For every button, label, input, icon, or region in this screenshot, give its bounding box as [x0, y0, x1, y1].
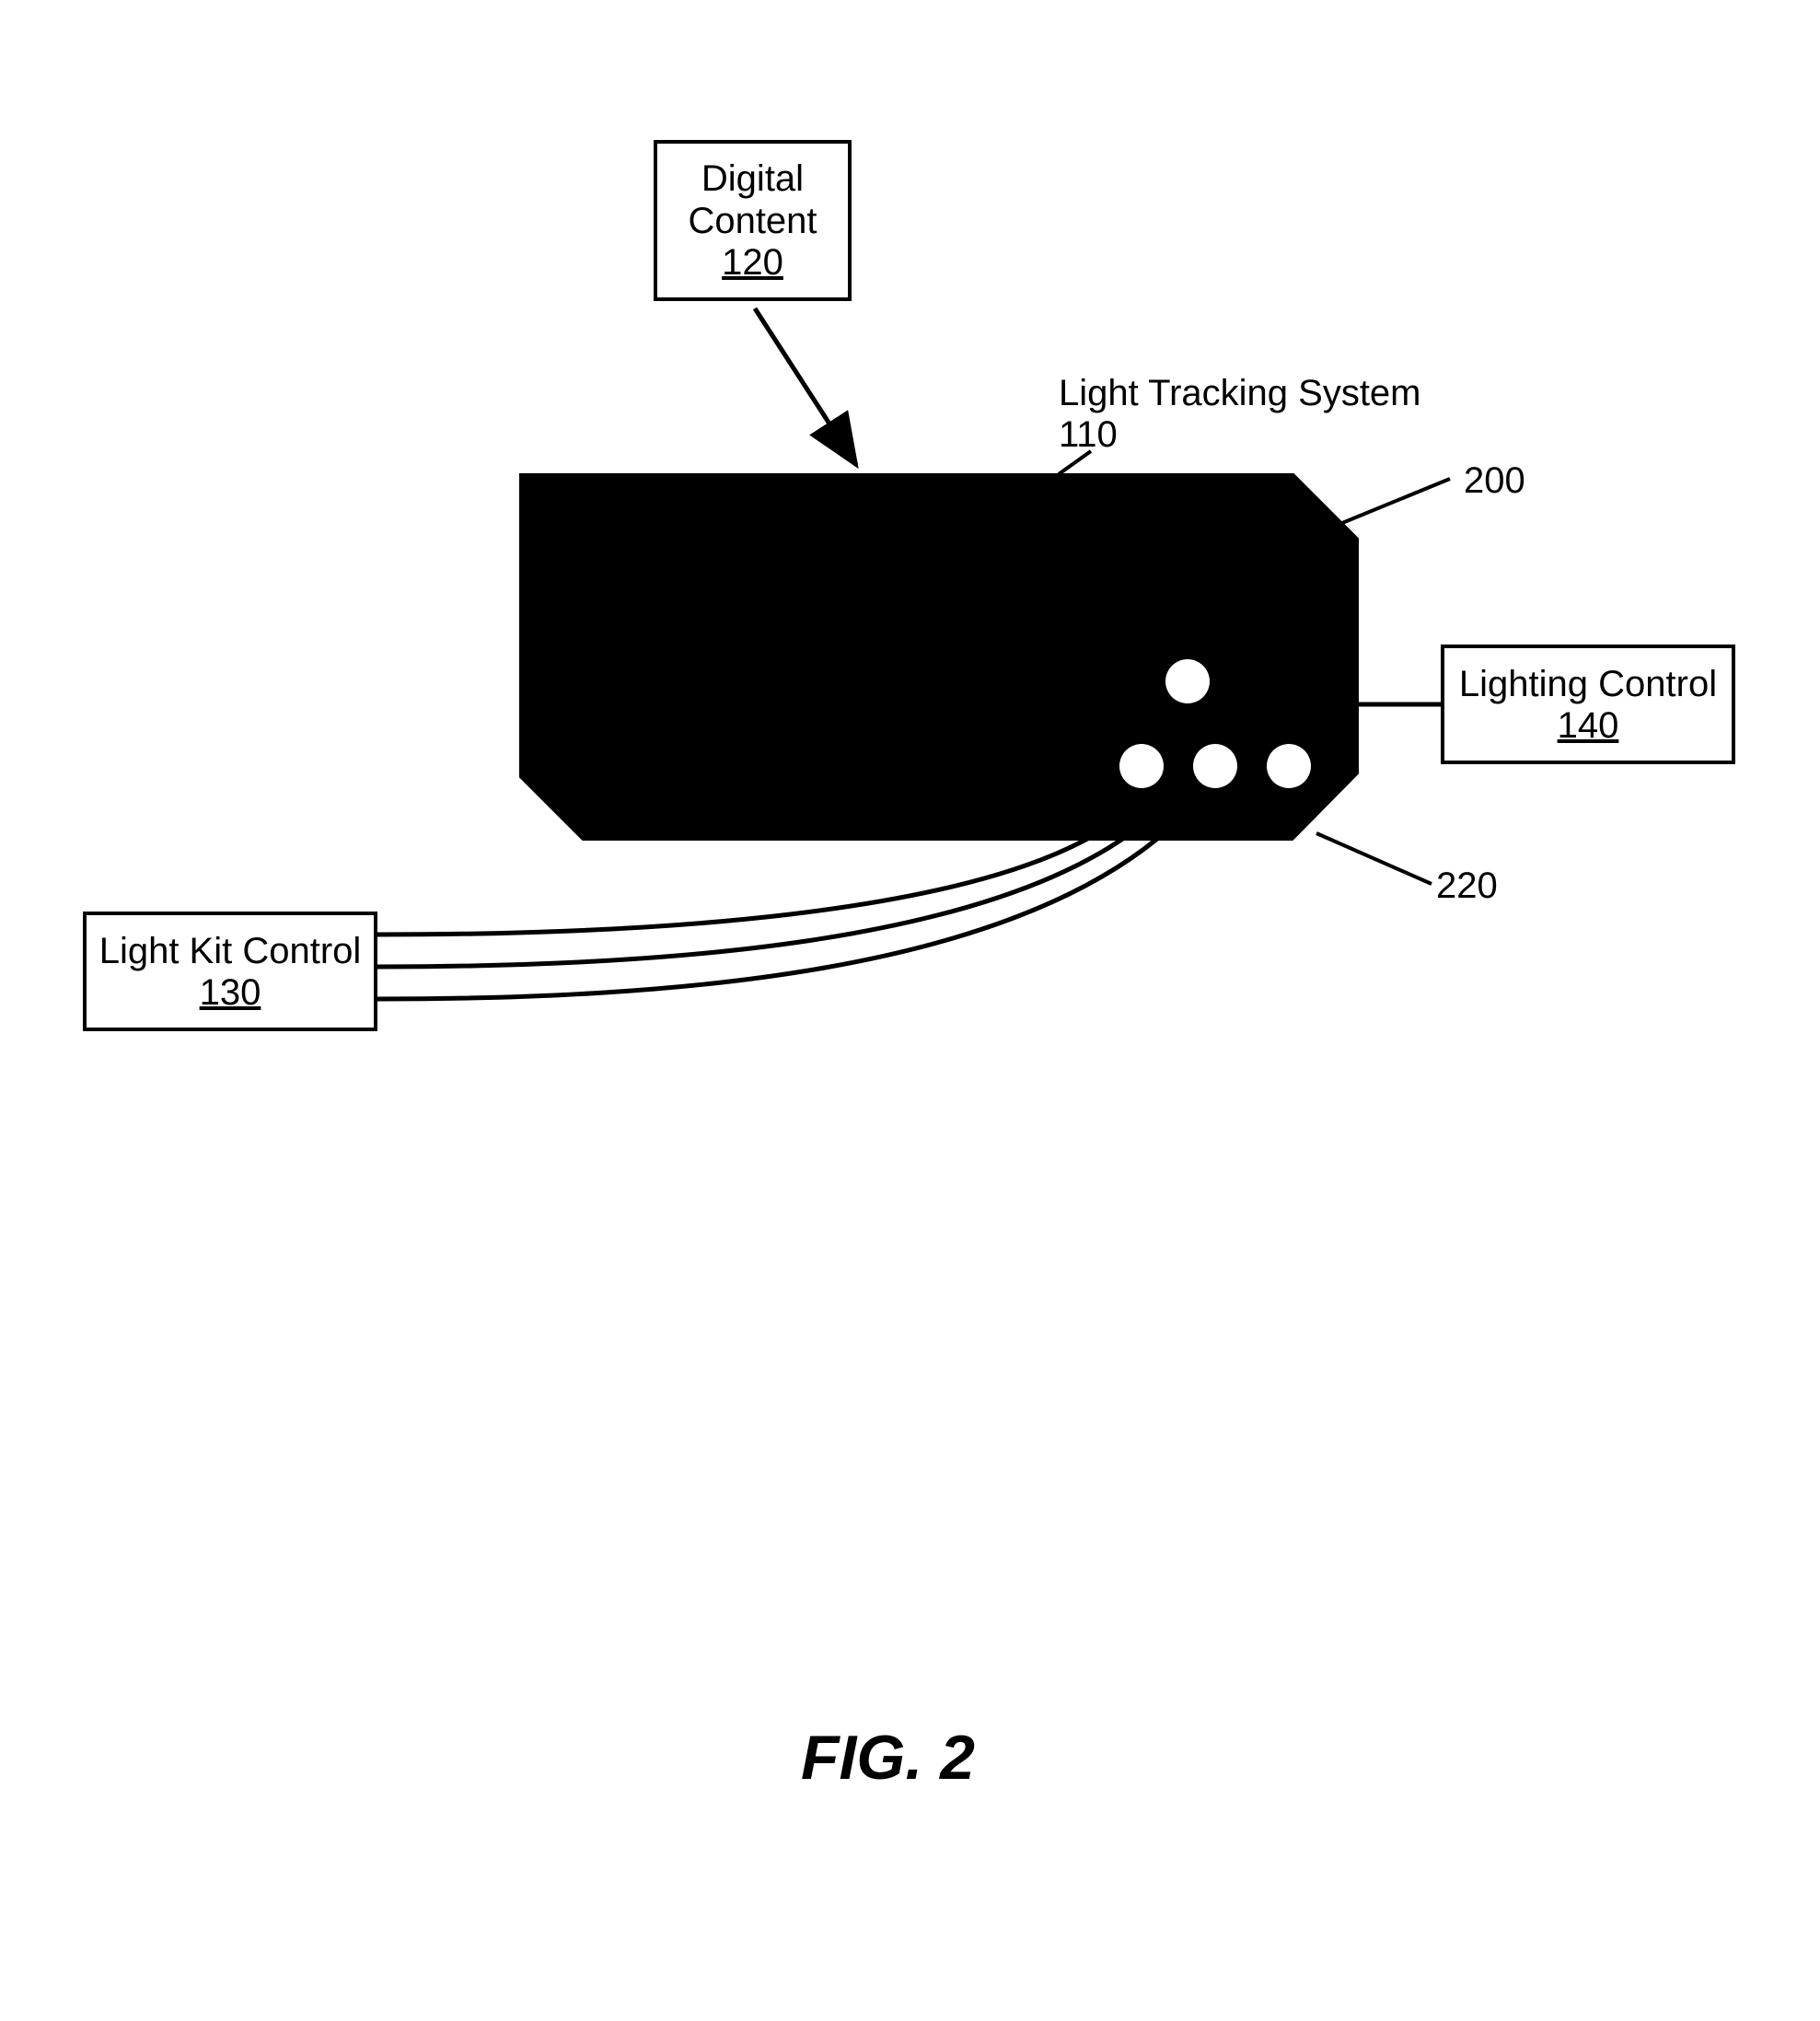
figure-caption: FIG. 2 — [801, 1722, 975, 1794]
ref-220-label: 220 — [1436, 865, 1498, 907]
light-tracking-system-label: Light Tracking System 110 — [1059, 373, 1421, 456]
light-kit-control-box: Light Kit Control 130 — [83, 912, 377, 1031]
ref-200-label: 200 — [1464, 460, 1525, 502]
light-kit-control-label: Light Kit Control — [99, 930, 362, 972]
lighting-control-label: Lighting Control — [1459, 663, 1717, 705]
light-tracking-system-ref: 110 — [1059, 414, 1421, 456]
light-tracking-system-text: Light Tracking System — [1059, 373, 1421, 414]
digital-content-box: DigitalContent 120 — [654, 140, 852, 301]
lighting-control-ref: 140 — [1558, 705, 1619, 747]
diagram-canvas: DigitalContent 120 Lighting Control 140 … — [0, 0, 1820, 2021]
light-kit-control-ref: 130 — [200, 972, 261, 1014]
digital-content-label: DigitalContent — [688, 157, 817, 242]
lighting-control-box: Lighting Control 140 — [1441, 645, 1735, 764]
digital-content-ref: 120 — [722, 242, 783, 284]
